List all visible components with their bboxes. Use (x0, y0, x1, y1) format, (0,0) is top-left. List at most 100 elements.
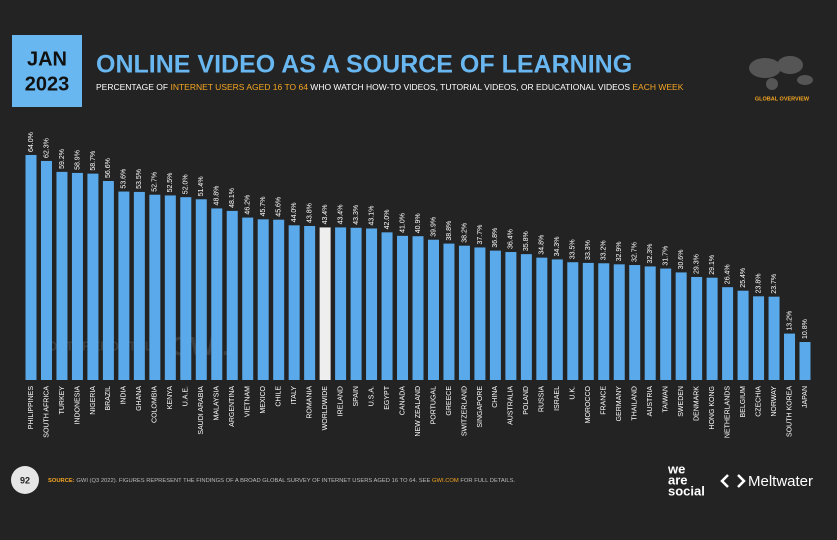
bar (288, 225, 300, 380)
bar (551, 259, 563, 380)
x-tick-label: CHILE (276, 386, 283, 407)
logo-line: we (667, 461, 685, 476)
value-label: 40.9% (415, 213, 422, 233)
x-tick-label: CANADA (399, 386, 406, 416)
value-label: 33.5% (570, 239, 577, 259)
x-tick-label: NETHERLANDS (724, 386, 731, 438)
value-label: 34.3% (554, 237, 561, 257)
source-label: SOURCE: (48, 478, 75, 484)
bar (582, 262, 594, 380)
x-tick-label: ITALY (291, 386, 298, 405)
x-tick-label: ARGENTINA (229, 386, 236, 427)
x-tick-label: EGYPT (384, 385, 391, 409)
x-tick-label: PHILIPPINES (28, 386, 35, 430)
bar (567, 262, 579, 380)
value-label: 10.8% (802, 319, 809, 339)
source: SOURCE: GWI (Q3 2022). FIGURES REPRESENT… (48, 478, 515, 484)
x-tick-label: GERMANY (616, 386, 623, 422)
bar (629, 265, 641, 380)
meltwater-icon (720, 474, 746, 488)
bar (520, 254, 532, 380)
bar (25, 155, 37, 380)
x-tick-label: THAILAND (632, 386, 639, 421)
page-badge (11, 466, 39, 494)
x-tick-label: SWEDEN (678, 386, 685, 417)
x-tick-label: TURKEY (59, 386, 66, 415)
bar (118, 191, 130, 380)
value-label: 58.9% (74, 150, 81, 170)
bar (722, 287, 734, 380)
bar (366, 228, 378, 380)
x-tick-label: POLAND (523, 386, 530, 415)
value-label: 43.8% (306, 203, 313, 223)
value-label: 43.3% (353, 205, 360, 225)
bar-chart: 64.0% PHILIPPINES 62.3% SOUTH AFRICA 59.2% TU… (25, 132, 811, 438)
value-label: 45.7% (260, 196, 267, 216)
bar (784, 333, 796, 380)
value-label: 41.0% (399, 213, 406, 233)
bar (768, 296, 780, 380)
bar (350, 227, 362, 380)
bar (149, 194, 161, 380)
x-tick-label: COLOMBIA (152, 386, 159, 423)
x-tick-label: AUSTRIA (647, 386, 654, 417)
x-tick-label: NORWAY (771, 386, 778, 417)
bar (458, 245, 470, 380)
value-label: 37.7% (477, 225, 484, 245)
value-label: 42.0% (384, 209, 391, 229)
bar (319, 227, 331, 380)
month: JAN (27, 48, 67, 70)
value-label: 23.7% (771, 274, 778, 294)
bar (40, 160, 52, 380)
x-tick-label: U.A.E. (183, 386, 190, 406)
bar (242, 217, 254, 380)
value-label: 56.6% (105, 158, 112, 178)
value-label: 52.5% (167, 173, 174, 193)
value-label: 30.6% (678, 250, 685, 270)
x-tick-label: HONG KONG (709, 386, 716, 430)
bar (304, 226, 316, 380)
value-label: 26.4% (724, 264, 731, 284)
value-label: 46.2% (245, 195, 252, 215)
bar (644, 266, 656, 380)
value-label: 52.0% (183, 174, 190, 194)
x-tick-label: U.S.A. (368, 386, 375, 406)
value-label: 31.7% (663, 246, 670, 266)
x-tick-label: INDONESIA (74, 386, 81, 425)
x-tick-label: CHINA (492, 386, 499, 408)
x-tick-label: SOUTH KOREA (786, 386, 793, 437)
world-map (749, 56, 813, 90)
bar (598, 263, 610, 380)
subtitle-part: WHO WATCH HOW-TO VIDEOS, TUTORIAL VIDEOS… (308, 82, 632, 92)
x-tick-label: VIETNAM (245, 386, 252, 417)
x-tick-label: SPAIN (353, 386, 360, 407)
x-tick-label: TAIWAN (663, 386, 670, 412)
value-label: 25.4% (740, 268, 747, 288)
bar (427, 239, 439, 380)
x-tick-label: BRAZIL (105, 386, 112, 411)
x-tick-label: RUSSIA (539, 386, 546, 412)
bar (164, 195, 176, 380)
bar (613, 264, 625, 380)
x-tick-label: NIGERIA (90, 386, 97, 415)
value-label: 59.2% (59, 149, 66, 169)
value-label: 29.3% (693, 254, 700, 274)
bar (180, 197, 192, 380)
chart-title: ONLINE VIDEO AS A SOURCE OF LEARNING (96, 51, 632, 79)
badge: GLOBAL OVERVIEW (755, 96, 810, 102)
bar (335, 227, 347, 380)
x-tick-label: GHANA (136, 386, 143, 411)
x-tick-label: DENMARK (693, 386, 700, 421)
x-tick-label: IRELAND (337, 386, 344, 416)
bar (226, 210, 238, 380)
bar (536, 257, 548, 380)
bar (412, 236, 424, 380)
subtitle: PERCENTAGE OF INTERNET USERS AGED 16 TO … (96, 82, 684, 92)
value-label: 38.2% (461, 223, 468, 243)
value-label: 43.1% (368, 206, 375, 226)
value-label: 39.9% (430, 217, 437, 237)
logo-line: social (668, 483, 705, 498)
bar (737, 290, 749, 380)
source-text: GWI (Q3 2022). FIGURES REPRESENT THE FIN… (75, 478, 432, 484)
value-label: 36.8% (492, 228, 499, 248)
